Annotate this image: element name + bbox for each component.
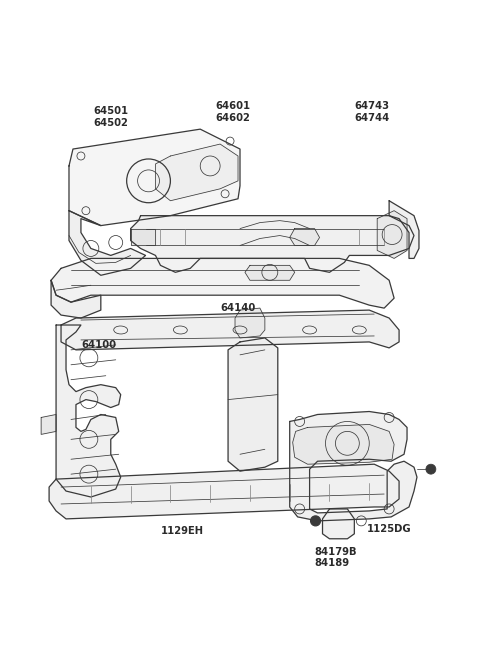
Circle shape [426,464,436,474]
Polygon shape [61,310,399,350]
Text: 64100: 64100 [81,340,116,350]
Polygon shape [377,211,407,259]
Polygon shape [51,259,394,308]
Polygon shape [131,215,414,272]
Polygon shape [235,308,265,338]
Polygon shape [51,280,101,318]
Text: 64743
64744: 64743 64744 [354,102,390,123]
Text: 64140: 64140 [220,303,255,313]
Polygon shape [290,229,320,246]
Polygon shape [228,338,278,471]
Polygon shape [245,265,295,280]
Polygon shape [69,129,240,225]
Polygon shape [156,144,238,200]
Polygon shape [290,411,417,521]
Polygon shape [389,200,419,259]
Polygon shape [323,509,354,539]
Polygon shape [56,325,120,497]
Text: 64601
64602: 64601 64602 [215,102,250,123]
Text: 1129EH: 1129EH [160,526,204,536]
Polygon shape [41,415,56,434]
Polygon shape [293,424,394,464]
Circle shape [311,516,321,526]
Polygon shape [49,464,399,519]
Text: 84179B
84189: 84179B 84189 [314,547,357,569]
Polygon shape [69,211,145,275]
Text: 1125DG: 1125DG [367,524,412,534]
Polygon shape [131,229,156,246]
Text: 64501
64502: 64501 64502 [94,106,129,128]
